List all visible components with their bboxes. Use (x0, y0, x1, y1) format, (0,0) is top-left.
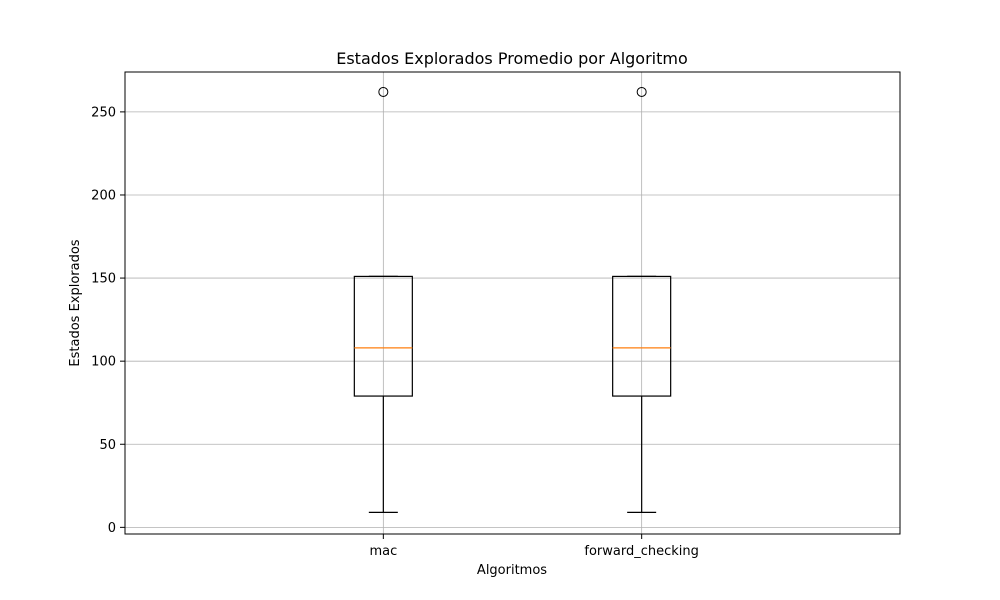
y-axis-label: Estados Explorados (68, 239, 83, 366)
x-axis-label: Algoritmos (477, 563, 547, 578)
grid-lines (125, 72, 900, 534)
box-mac (353, 86, 413, 513)
y-tick-label: 100 (91, 355, 116, 370)
y-tick-label: 0 (108, 521, 116, 536)
iqr-box (353, 275, 413, 397)
y-tick-label: 200 (91, 188, 116, 203)
x-axis-ticks: mac forward_checking (369, 534, 699, 559)
plot-frame (124, 71, 901, 535)
box-group (353, 86, 672, 513)
box-forward_checking (612, 86, 672, 513)
outlier-point (636, 86, 647, 97)
y-tick-label: 150 (91, 272, 116, 287)
x-tick-label: mac (369, 544, 397, 559)
x-tick-label: forward_checking (584, 544, 699, 559)
y-axis-ticks: 0 50 100 150 200 250 (91, 105, 125, 536)
y-tick-label: 250 (91, 105, 116, 120)
outlier-point (378, 86, 389, 97)
y-tick-label: 50 (99, 438, 116, 453)
chart-title: Estados Explorados Promedio por Algoritm… (336, 49, 688, 68)
iqr-box (612, 275, 672, 397)
